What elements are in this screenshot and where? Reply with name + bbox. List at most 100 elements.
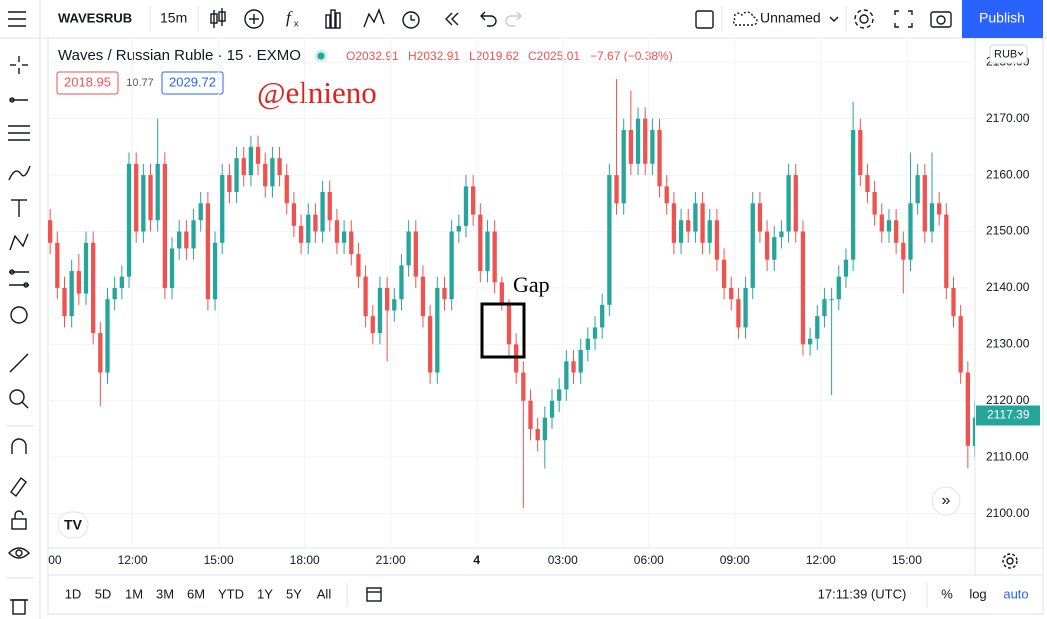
timeframe-button[interactable]: 5Y <box>286 586 302 601</box>
alert-icon[interactable] <box>402 11 420 29</box>
visibility-tool[interactable] <box>8 547 30 559</box>
ask-box[interactable] <box>161 71 224 95</box>
goto-date-icon[interactable] <box>366 587 382 602</box>
candle-body <box>815 316 820 339</box>
candle-body <box>69 270 74 317</box>
candle-body <box>205 203 211 300</box>
timeframe-button[interactable]: 3M <box>156 586 174 601</box>
candle-body <box>62 287 67 317</box>
chart-type-icon[interactable] <box>210 8 226 28</box>
x-tick-label: 15:00 <box>204 553 234 567</box>
fib-tool[interactable] <box>8 125 30 141</box>
candle-body <box>650 129 655 164</box>
legend-title: Waves / Russian Ruble · 15 · EXMO <box>58 47 301 64</box>
candle-body <box>463 186 469 226</box>
candle-body <box>234 158 239 193</box>
x-tick-label: 09:00 <box>32 553 62 567</box>
candle-body <box>341 231 347 243</box>
candle-body <box>184 231 189 249</box>
scale-option[interactable]: auto <box>1003 586 1028 601</box>
candle-body <box>578 349 583 373</box>
currency-label[interactable]: RUB <box>994 48 1017 60</box>
bid-box[interactable] <box>56 71 119 95</box>
layout-menu[interactable] <box>829 16 839 22</box>
candle-body <box>327 192 332 221</box>
timeframe-button[interactable]: 6M <box>187 586 205 601</box>
scale-settings-icon[interactable] <box>1002 553 1018 569</box>
text-tool[interactable] <box>11 199 27 217</box>
pattern-tool[interactable] <box>9 233 29 251</box>
candle-body <box>105 299 110 373</box>
remove-tool[interactable] <box>10 599 28 615</box>
brush-tool[interactable] <box>8 165 31 181</box>
fx-icon[interactable]: f <box>286 8 293 27</box>
candle-body <box>306 214 311 243</box>
candle-body <box>643 118 648 164</box>
timeframe-button[interactable]: 5D <box>95 586 112 601</box>
ask-price[interactable]: 2029.72 <box>169 74 216 89</box>
legend-close: C2025.01 <box>528 49 580 63</box>
symbol[interactable]: WAVESRUB <box>58 10 132 25</box>
lock-tool[interactable] <box>11 510 27 530</box>
interval[interactable]: 15m <box>160 10 187 26</box>
undo-icon[interactable] <box>480 11 497 27</box>
candle-body <box>134 163 139 232</box>
candle-body <box>678 220 684 243</box>
candle-body <box>714 220 720 260</box>
fullscreen-icon[interactable] <box>894 10 913 28</box>
candle-body <box>750 203 755 288</box>
line-tool[interactable] <box>9 97 28 103</box>
compare-icon[interactable] <box>363 8 385 28</box>
settings-icon[interactable] <box>854 9 874 29</box>
publish-button[interactable] <box>962 0 1043 38</box>
candle-body <box>141 175 146 232</box>
candle-body <box>686 220 691 232</box>
candle-body <box>901 242 906 260</box>
icon-tool[interactable] <box>10 306 28 324</box>
timeframe-button[interactable]: YTD <box>218 586 244 601</box>
candle-body <box>850 129 856 260</box>
candle-body <box>528 400 533 429</box>
snapshot-icon[interactable] <box>930 11 952 28</box>
candle-body <box>169 248 175 288</box>
timeframe-button[interactable]: 1D <box>65 586 82 601</box>
candle-body <box>155 163 160 221</box>
timeframe-button[interactable]: 1M <box>125 586 143 601</box>
timeframe-button[interactable]: All <box>317 586 332 601</box>
ruler-tool[interactable] <box>9 353 29 373</box>
scale-option[interactable]: log <box>969 586 986 601</box>
candle-body <box>506 304 512 345</box>
currency-menu[interactable] <box>1017 51 1024 56</box>
templates-icon[interactable] <box>325 9 341 29</box>
candle-body <box>614 175 619 204</box>
zoom-tool[interactable] <box>9 389 29 409</box>
scroll-right-icon[interactable]: » <box>942 492 951 509</box>
candle-body <box>470 186 476 215</box>
replay-icon[interactable] <box>445 12 459 26</box>
cursor-tool[interactable] <box>10 56 28 74</box>
layout-name[interactable]: Unnamed <box>760 10 821 26</box>
prediction-tool[interactable] <box>9 269 29 288</box>
candle-body <box>958 316 963 373</box>
candle-body <box>119 276 124 288</box>
magnet-tool[interactable] <box>11 438 27 454</box>
candle-body <box>521 372 526 401</box>
indicator-add-icon[interactable] <box>244 9 264 29</box>
candle-body <box>241 158 246 176</box>
timeframe-button[interactable]: 1Y <box>257 586 273 601</box>
scroll-right-button[interactable] <box>931 486 961 516</box>
status-dot <box>317 52 325 60</box>
layout-checkbox[interactable] <box>695 10 714 29</box>
gap-box <box>480 302 526 359</box>
candle-body <box>485 231 490 271</box>
draw-mode-tool[interactable] <box>10 476 27 498</box>
currency-box[interactable] <box>989 44 1028 64</box>
spread: 10.77 <box>126 77 154 89</box>
bid-price[interactable]: 2018.95 <box>64 74 111 89</box>
tv-logo: TV <box>57 511 89 539</box>
publish-label[interactable]: Publish <box>979 10 1025 26</box>
x-tick-label: 4 <box>473 553 480 567</box>
candle-body <box>291 203 297 226</box>
candle-body <box>363 276 368 317</box>
scale-option[interactable]: % <box>941 586 953 601</box>
